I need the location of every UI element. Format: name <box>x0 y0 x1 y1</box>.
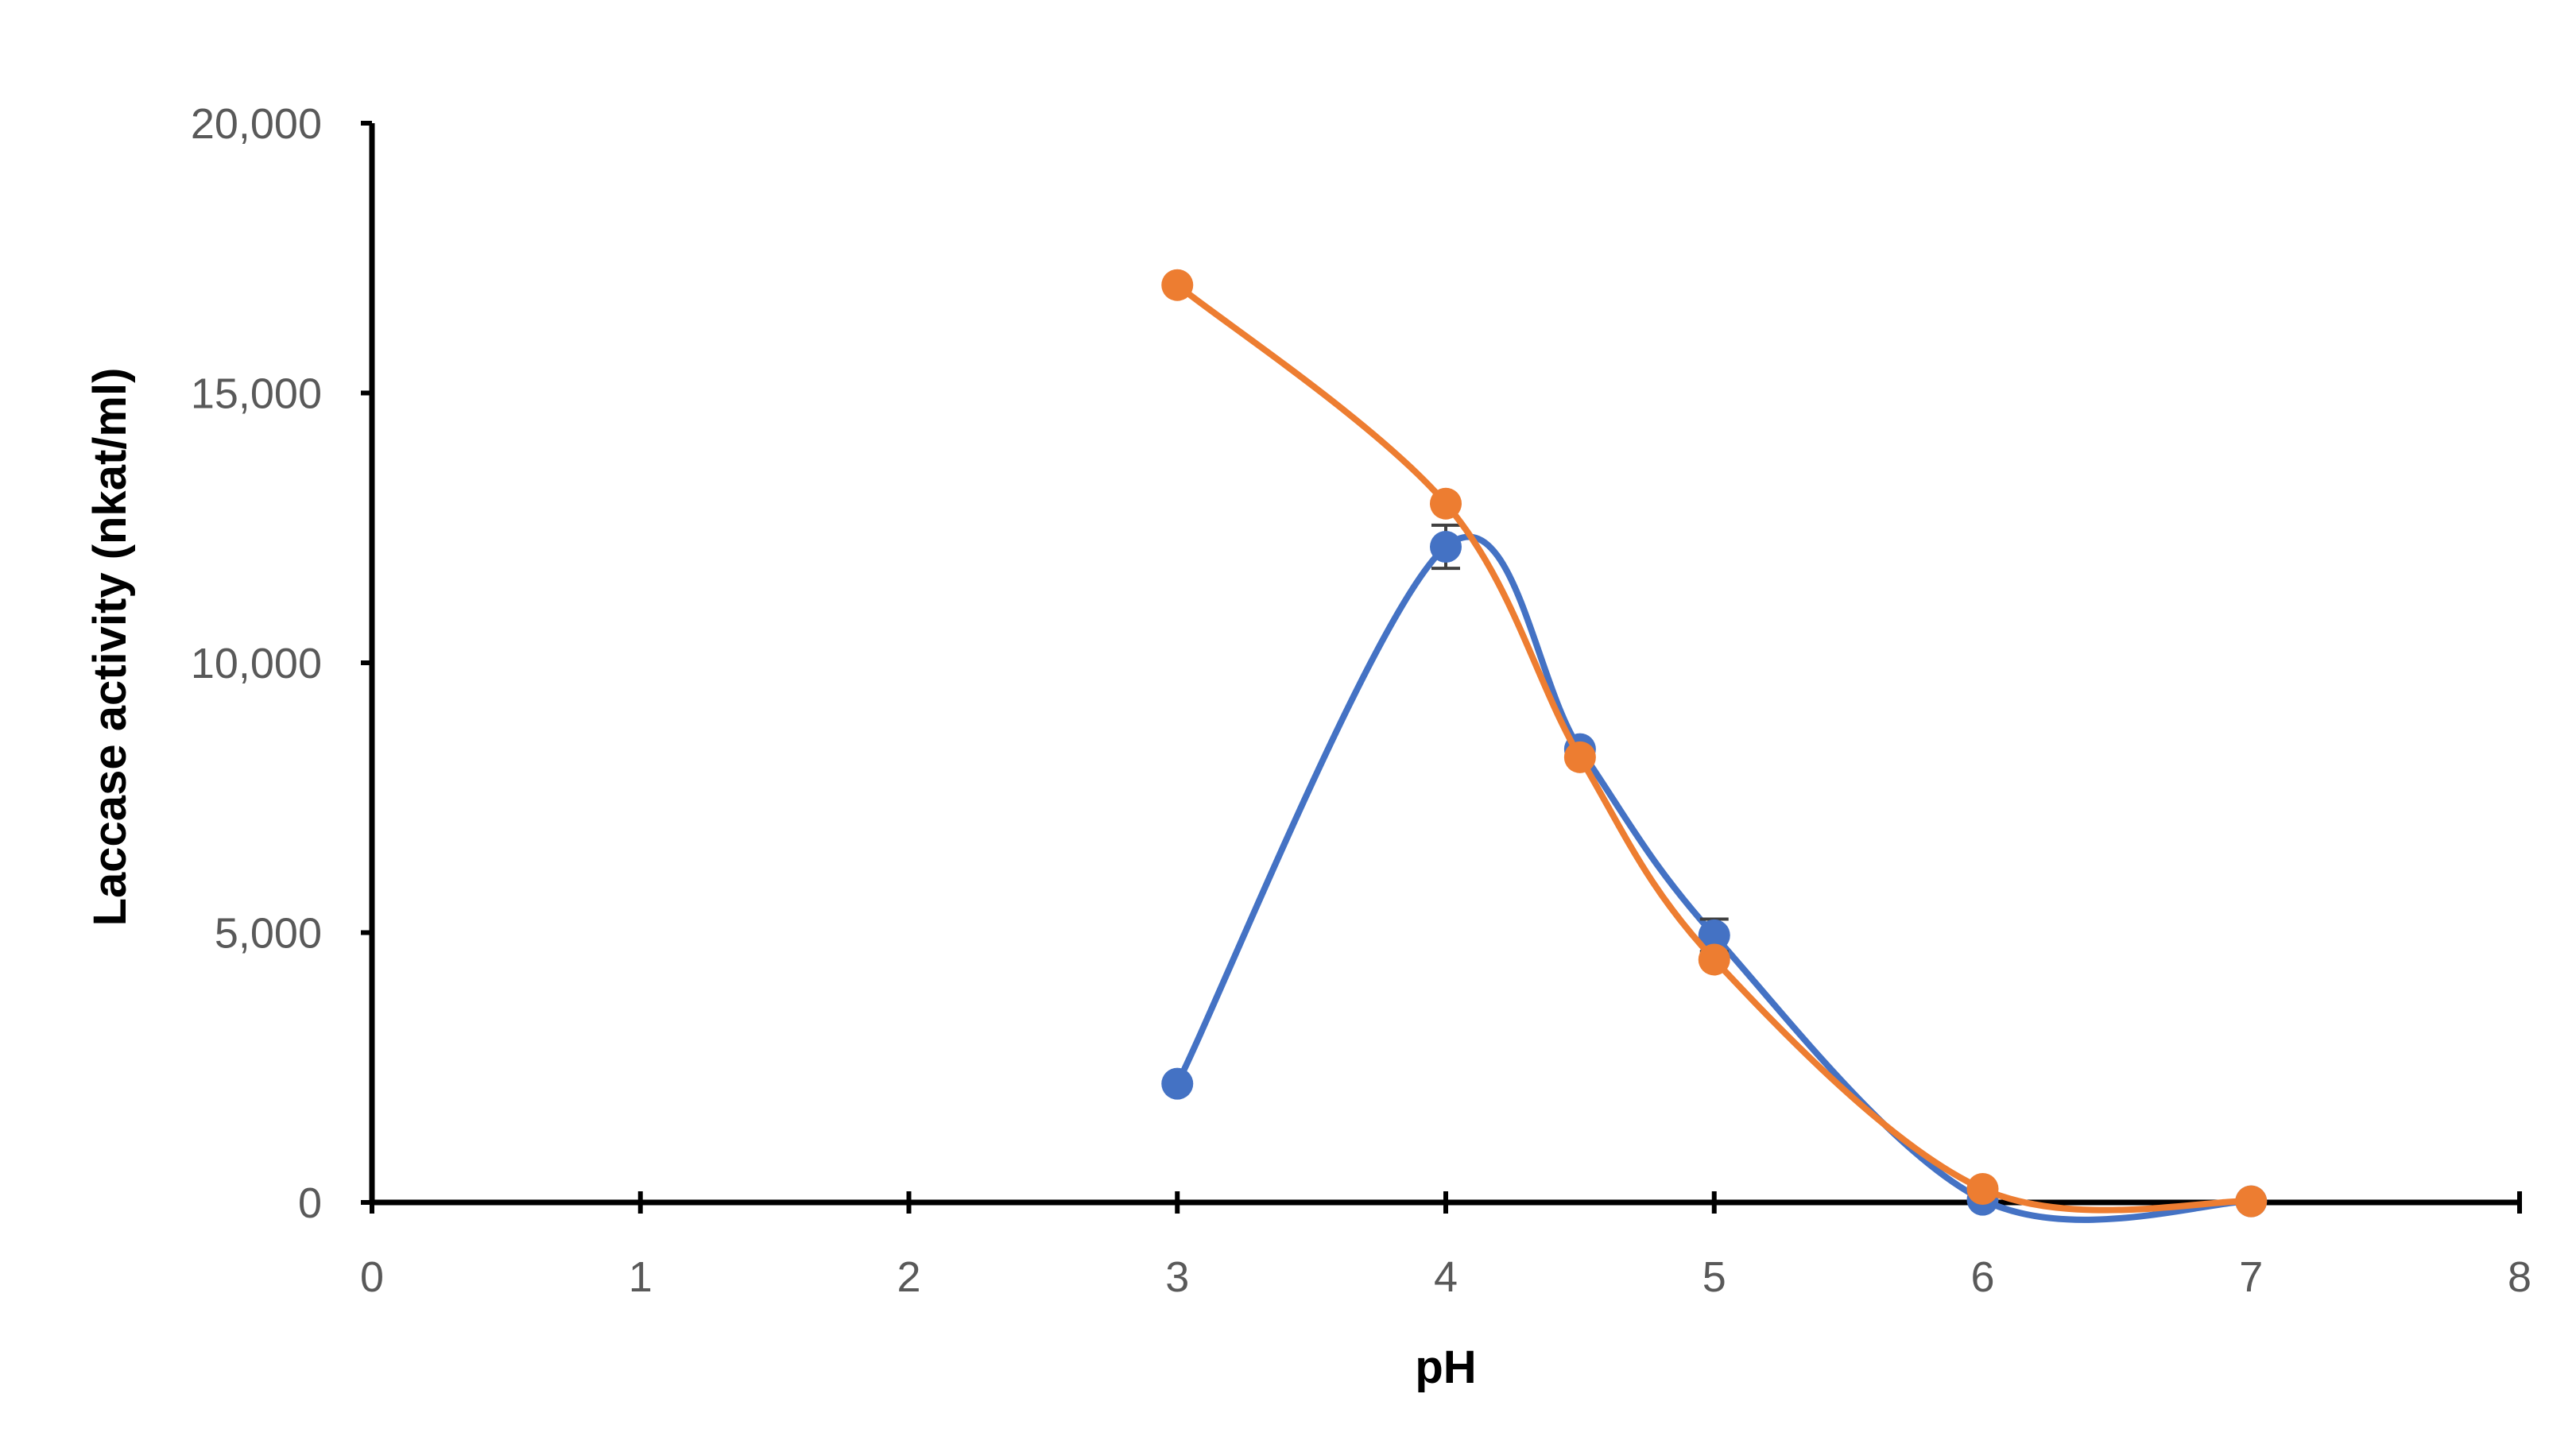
x-tick-label: 1 <box>629 1253 653 1301</box>
y-tick-label: 15,000 <box>191 370 322 418</box>
series-2-point <box>2235 1185 2268 1218</box>
x-tick-label: 3 <box>1165 1253 1189 1301</box>
series-1 <box>1161 523 2268 1223</box>
series-2-point <box>1430 487 1462 520</box>
y-axis-title: Laccase activity (nkat/ml) <box>84 368 136 927</box>
x-tick-label: 0 <box>360 1253 384 1301</box>
series-2-point <box>1161 269 1194 301</box>
y-tick-label: 5,000 <box>215 910 322 958</box>
series-layer <box>1161 269 2268 1223</box>
series-2-point <box>1698 943 1730 976</box>
x-tick-label: 6 <box>1970 1253 1994 1301</box>
x-axis-title: pH <box>1415 1342 1476 1393</box>
x-tick-label: 7 <box>2239 1253 2263 1301</box>
x-axis-ticks: 0 1 2 3 4 5 6 7 8 <box>360 1191 2531 1301</box>
series-1-line <box>1174 533 2255 1223</box>
series-2 <box>1161 269 2268 1218</box>
y-tick-label: 20,000 <box>191 100 322 148</box>
y-axis-ticks: 0 5,000 10,000 15,000 20,000 <box>191 100 372 1227</box>
series-1-point <box>1430 531 1462 563</box>
series-2-point <box>1563 741 1596 773</box>
y-tick-label: 0 <box>298 1179 322 1227</box>
series-1-point <box>1698 919 1730 951</box>
series-1-point <box>1161 1067 1194 1100</box>
y-tick-label: 10,000 <box>191 640 322 687</box>
series-2-point <box>1966 1173 1999 1206</box>
x-tick-label: 4 <box>1434 1253 1458 1301</box>
x-tick-label: 8 <box>2508 1253 2531 1301</box>
x-tick-label: 5 <box>1702 1253 1726 1301</box>
series-2-line <box>1174 281 2255 1214</box>
x-tick-label: 2 <box>897 1253 920 1301</box>
